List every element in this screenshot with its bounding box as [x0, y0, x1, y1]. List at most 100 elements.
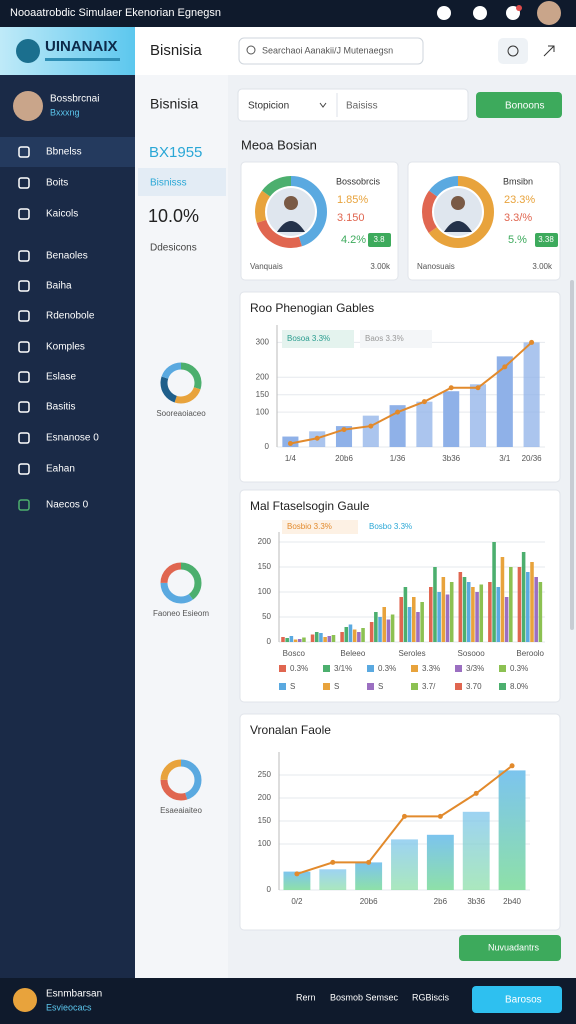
line-point — [448, 385, 454, 391]
icon[interactable] — [543, 45, 555, 57]
search-icon — [246, 45, 256, 55]
legend-box — [364, 520, 440, 534]
line-point — [366, 859, 372, 865]
y-tick-label: 200 — [256, 372, 270, 381]
chart-card — [239, 489, 561, 703]
legend-label: 0.3% — [290, 664, 308, 673]
bar — [389, 405, 406, 447]
bottom-link[interactable]: Bosmob Semsec — [330, 992, 399, 1002]
bar — [462, 577, 467, 642]
nav-icon — [18, 341, 30, 353]
legend-label: 0.3% — [378, 664, 396, 673]
bar — [504, 597, 509, 642]
nav-item[interactable]: Eslase — [46, 372, 76, 383]
donut-segment — [255, 176, 327, 248]
nav-item[interactable]: Kaicols — [46, 209, 78, 220]
donut-segment — [160, 562, 202, 604]
icon[interactable] — [473, 6, 487, 20]
bar — [344, 627, 349, 642]
button[interactable] — [498, 38, 528, 64]
scrollbar[interactable] — [570, 280, 574, 630]
bar — [538, 582, 543, 642]
avatar[interactable] — [537, 1, 561, 25]
legend-note: S — [378, 682, 383, 691]
bar — [428, 587, 433, 642]
bottom-link[interactable]: Rern — [296, 992, 316, 1002]
donut-segment — [160, 362, 202, 404]
bar — [466, 582, 471, 642]
line-point — [509, 763, 515, 769]
bottom-button[interactable] — [472, 986, 562, 1013]
bar — [420, 602, 424, 642]
user-role: Bxxxng — [50, 107, 80, 117]
donut-label: Esaeaiaiteo — [160, 806, 202, 815]
bottom-button-label[interactable]: Barosos — [505, 995, 542, 1006]
nav-icon — [18, 310, 30, 322]
x-tick-label: Seroles — [398, 649, 425, 658]
line-point — [314, 435, 320, 441]
page-title: Bisnisia — [150, 42, 202, 59]
nav-icon — [18, 208, 30, 220]
nav-item[interactable]: Boits — [46, 178, 68, 189]
summary-heading: Bisnisia — [150, 96, 198, 112]
bottom-link[interactable]: RGBiscis — [412, 992, 450, 1002]
nav-icon — [18, 432, 30, 444]
select[interactable]: Stopicion — [248, 101, 289, 112]
bar — [283, 871, 311, 890]
primary-button-label[interactable]: Bonoons — [505, 101, 544, 112]
legend-box — [360, 330, 432, 348]
bar — [445, 594, 450, 642]
bar — [327, 636, 332, 642]
bar — [382, 607, 387, 642]
line-point — [294, 871, 300, 877]
nav-item[interactable]: Esnanose 0 — [46, 433, 99, 444]
line-point — [473, 790, 479, 796]
card-badge-label: 3.38 — [538, 235, 554, 244]
bar — [471, 587, 475, 642]
bar — [534, 577, 538, 642]
x-tick-label: 0/2 — [291, 897, 303, 906]
legend-swatch — [455, 683, 462, 690]
line-point — [341, 427, 347, 433]
card-badge — [535, 233, 558, 247]
x-tick-label: 3/1 — [499, 454, 511, 463]
field[interactable]: Baisiss — [346, 101, 378, 112]
summary-column — [135, 75, 228, 978]
nav-item[interactable]: Naecos 0 — [46, 500, 89, 511]
y-tick-label: 100 — [256, 407, 270, 416]
bar — [479, 584, 484, 642]
summary-label: Bisnisss — [150, 178, 187, 189]
nav-item[interactable]: Eahan — [46, 464, 75, 475]
card-footer: 3.00k — [532, 262, 553, 271]
nav-item[interactable]: Komples — [46, 342, 85, 353]
bar — [378, 617, 382, 642]
legend-note: Bosbio 3.3% — [287, 522, 332, 531]
bar — [488, 582, 492, 642]
photo — [267, 188, 315, 236]
photo-body — [277, 221, 305, 232]
legend-swatch — [455, 665, 462, 672]
donut-label: Sooreaoiaceo — [156, 409, 206, 418]
nav-item[interactable]: Rdenobole — [46, 311, 95, 322]
nav-item[interactable]: Bbnelss — [46, 147, 82, 158]
primary-button[interactable] — [476, 92, 562, 118]
legend-swatch — [367, 665, 374, 672]
card-badge — [368, 233, 391, 247]
x-tick-label: 1/4 — [285, 454, 297, 463]
search-box[interactable] — [238, 37, 424, 65]
search-placeholder: Searchaoi Aanakii/J Mutenaegsn — [262, 45, 393, 55]
card-value: 3.3/% — [504, 212, 532, 224]
nav-item[interactable]: Baiha — [46, 281, 72, 292]
icon[interactable] — [437, 6, 451, 20]
nav-icon — [18, 499, 30, 511]
legend-note: 3.7/ — [422, 682, 436, 691]
card-value: 23.3% — [504, 194, 535, 206]
footer-button[interactable] — [459, 935, 561, 961]
icon — [507, 45, 519, 57]
footer-button-label[interactable]: Nuvuadantrs — [488, 942, 540, 952]
nav-item[interactable]: Basitis — [46, 402, 75, 413]
bar — [500, 557, 505, 642]
nav-item[interactable]: Benaoles — [46, 251, 88, 262]
line-point — [330, 859, 336, 865]
bar — [293, 639, 298, 642]
